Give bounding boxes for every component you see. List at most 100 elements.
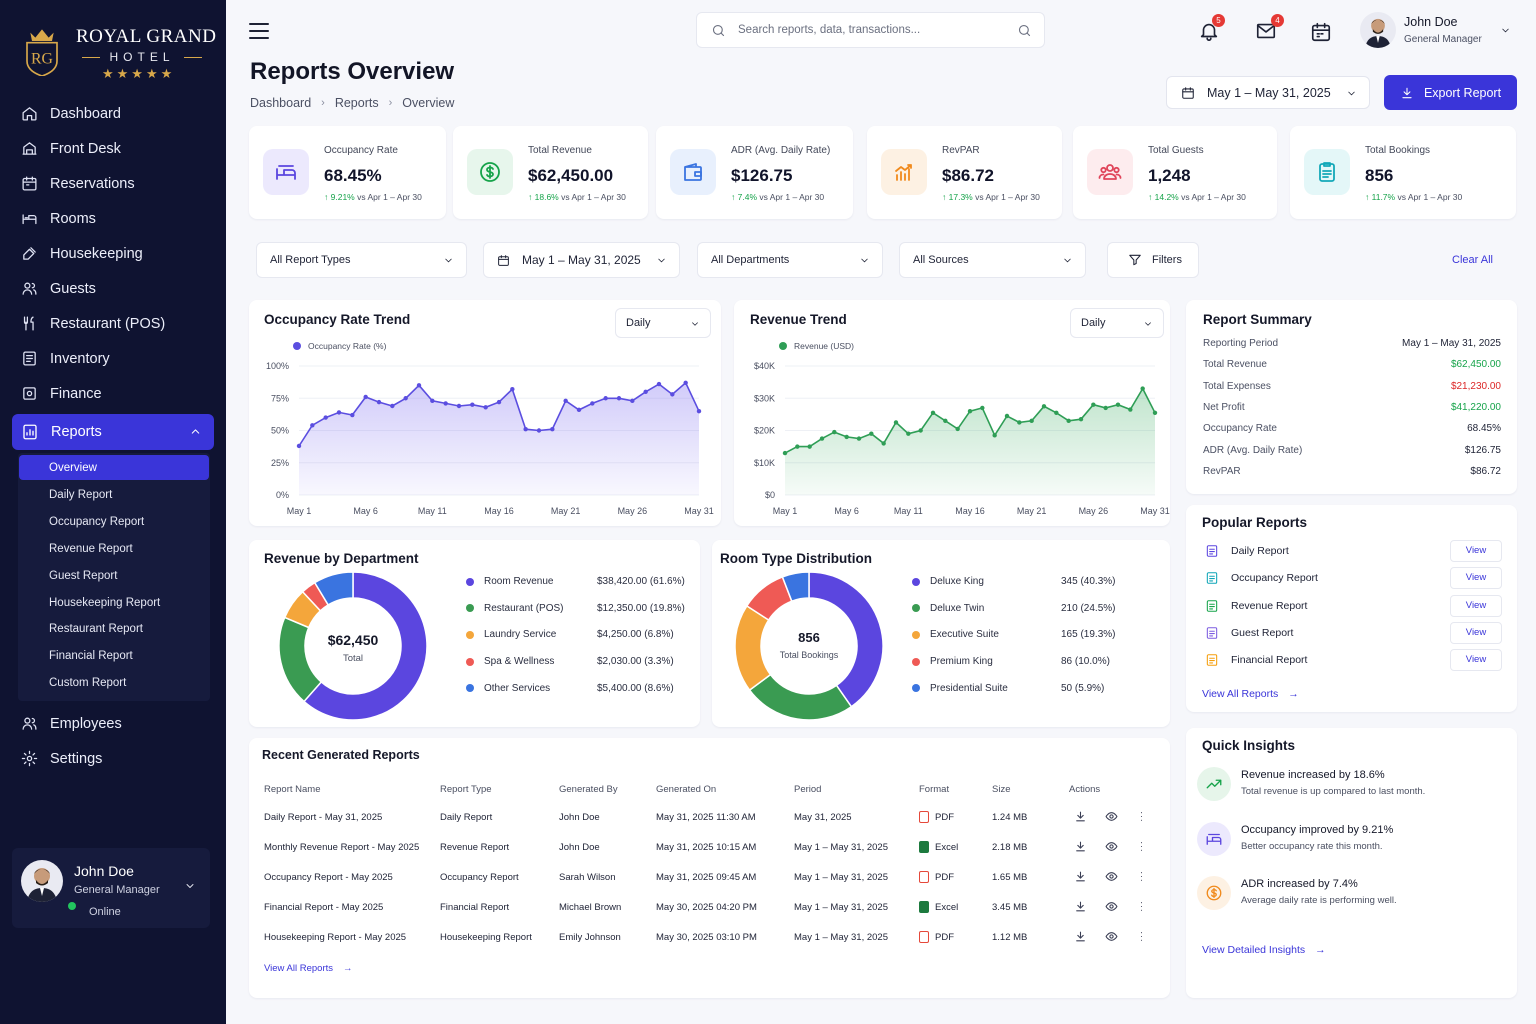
more-vertical-icon[interactable] xyxy=(1135,810,1148,823)
view-report-button[interactable]: View xyxy=(1450,621,1502,644)
view-all-generated-link[interactable]: View All Reports → xyxy=(264,963,353,974)
eye-icon[interactable] xyxy=(1105,900,1118,913)
data-point xyxy=(1128,407,1133,412)
room-type-donut-chart xyxy=(734,571,884,721)
sidebar-item-settings[interactable]: Settings xyxy=(0,741,226,776)
view-report-button[interactable]: View xyxy=(1450,540,1502,562)
department-select[interactable]: All Departments xyxy=(697,242,883,278)
view-report-button[interactable]: View xyxy=(1450,594,1502,617)
download-icon[interactable] xyxy=(1074,810,1087,823)
brand-logo[interactable]: RG ROYAL GRAND HOTEL ★★★★★ xyxy=(18,8,218,88)
chevron-down-icon[interactable] xyxy=(1500,25,1511,36)
occupancy-period-select[interactable]: Daily xyxy=(615,308,711,338)
y-tick-label: $20K xyxy=(754,426,775,436)
bell-icon[interactable] xyxy=(1198,20,1220,42)
eye-icon[interactable] xyxy=(1105,930,1118,943)
subnav-custom-report[interactable]: Custom Report xyxy=(49,676,127,689)
kpi-total-guests[interactable]: Total Guests 1,248 ↑ 14.2% vs Apr 1 – Ap… xyxy=(1073,126,1277,219)
popular-report-label: Financial Report xyxy=(1231,654,1308,667)
sidebar-item-restaurant[interactable]: Restaurant (POS) xyxy=(0,306,226,341)
breadcrumb-dashboard[interactable]: Dashboard xyxy=(250,96,312,110)
sidebar-item-inventory[interactable]: Inventory xyxy=(0,341,226,376)
legend-label: Restaurant (POS) xyxy=(484,602,564,614)
legend-item: Room Revenue xyxy=(466,576,553,587)
bar-chart-icon xyxy=(895,164,912,181)
filters-button[interactable]: Filters xyxy=(1107,242,1199,278)
eye-icon[interactable] xyxy=(1105,810,1118,823)
chevron-up-icon[interactable] xyxy=(189,425,202,438)
popular-report-item[interactable]: Occupancy Report View xyxy=(1205,567,1502,590)
subnav-financial-report[interactable]: Financial Report xyxy=(49,650,133,663)
report-type-select[interactable]: All Report Types xyxy=(256,242,467,278)
subnav-overview[interactable]: Overview xyxy=(19,455,209,480)
source-select[interactable]: All Sources xyxy=(899,242,1086,278)
table-cell-period: May 31, 2025 xyxy=(794,812,852,823)
view-report-button[interactable]: View xyxy=(1450,649,1502,672)
subnav-housekeeping-report[interactable]: Housekeeping Report xyxy=(49,596,161,609)
sidebar-item-guests[interactable]: Guests xyxy=(0,271,226,306)
menu-icon[interactable] xyxy=(249,22,269,40)
download-icon[interactable] xyxy=(1074,870,1087,883)
user-menu[interactable]: John Doe General Manager xyxy=(1360,12,1520,52)
download-icon[interactable] xyxy=(1074,930,1087,943)
kpi-revpar[interactable]: RevPAR $86.72 ↑ 17.3% vs Apr 1 – Apr 30 xyxy=(867,126,1062,219)
more-vertical-icon[interactable] xyxy=(1135,900,1148,913)
sidebar-item-rooms[interactable]: Rooms xyxy=(0,201,226,236)
popular-report-item[interactable]: Guest Report View xyxy=(1205,621,1502,644)
kpi-adr[interactable]: ADR (Avg. Daily Rate) $126.75 ↑ 7.4% vs … xyxy=(656,126,853,219)
chevron-down-icon[interactable] xyxy=(184,880,196,892)
date-range-picker[interactable]: May 1 – May 31, 2025 xyxy=(1166,76,1370,109)
view-report-button[interactable]: View xyxy=(1450,567,1502,590)
export-report-button[interactable]: Export Report xyxy=(1384,75,1517,110)
filter-date-range[interactable]: May 1 – May 31, 2025 xyxy=(483,242,680,278)
sidebar-profile[interactable]: John Doe General Manager Online xyxy=(12,848,210,928)
download-icon[interactable] xyxy=(1074,900,1087,913)
sidebar-item-dashboard[interactable]: Dashboard xyxy=(0,96,226,131)
data-point xyxy=(906,431,911,436)
sidebar-item-front-desk[interactable]: Front Desk xyxy=(0,131,226,166)
subnav-guest-report[interactable]: Guest Report xyxy=(49,569,118,582)
subnav-daily-report[interactable]: Daily Report xyxy=(49,489,113,502)
sidebar-item-housekeeping[interactable]: Housekeeping xyxy=(0,236,226,271)
download-icon[interactable] xyxy=(1074,840,1087,853)
search-input[interactable]: Search reports, data, transactions... xyxy=(696,12,1045,48)
popular-report-label: Occupancy Report xyxy=(1231,572,1318,585)
revenue-period-select[interactable]: Daily xyxy=(1070,308,1164,338)
clear-all-link[interactable]: Clear All xyxy=(1452,254,1493,266)
subnav-restaurant-report[interactable]: Restaurant Report xyxy=(49,623,143,636)
more-vertical-icon[interactable] xyxy=(1135,930,1148,943)
more-vertical-icon[interactable] xyxy=(1135,870,1148,883)
mail-icon[interactable] xyxy=(1255,20,1277,42)
popular-report-label: Guest Report xyxy=(1231,626,1294,639)
popular-report-item[interactable]: Daily Report View xyxy=(1205,540,1502,562)
breadcrumb-reports[interactable]: Reports xyxy=(334,96,379,110)
kpi-total-bookings[interactable]: Total Bookings 856 ↑ 11.7% vs Apr 1 – Ap… xyxy=(1290,126,1516,219)
subnav-revenue-report[interactable]: Revenue Report xyxy=(49,542,133,555)
calendar-icon[interactable] xyxy=(1310,21,1332,43)
sidebar-item-reports[interactable]: Reports xyxy=(12,414,214,450)
sidebar-item-employees[interactable]: Employees xyxy=(0,706,226,741)
view-all-reports-link[interactable]: View All Reports → xyxy=(1202,688,1299,700)
kpi-occupancy-rate[interactable]: Occupancy Rate 68.45% ↑ 9.21% vs Apr 1 –… xyxy=(249,126,446,219)
y-tick-label: $0 xyxy=(765,490,775,500)
legend-swatch xyxy=(912,684,920,693)
subnav-occupancy-report[interactable]: Occupancy Report xyxy=(49,516,145,529)
wallet-icon xyxy=(684,163,702,181)
data-point xyxy=(819,436,825,441)
search-submit-icon[interactable] xyxy=(1017,23,1032,38)
eye-icon[interactable] xyxy=(1105,870,1118,883)
eye-icon[interactable] xyxy=(1105,840,1118,853)
kpi-total-revenue[interactable]: Total Revenue $62,450.00 ↑ 18.6% vs Apr … xyxy=(453,126,648,219)
legend-label: Presidential Suite xyxy=(930,682,1008,694)
sidebar-item-reservations[interactable]: Reservations xyxy=(0,166,226,201)
sidebar-item-finance[interactable]: Finance xyxy=(0,376,226,411)
table-cell-name: Housekeeping Report - May 2025 xyxy=(264,932,407,943)
more-vertical-icon[interactable] xyxy=(1135,840,1148,853)
data-point xyxy=(1004,413,1010,419)
data-point xyxy=(943,418,948,424)
kpi-change-value: 17.3% xyxy=(948,192,973,202)
popular-report-item[interactable]: Revenue Report View xyxy=(1205,594,1502,617)
view-detailed-insights-link[interactable]: View Detailed Insights → xyxy=(1202,944,1326,956)
popular-report-item[interactable]: Financial Report View xyxy=(1205,649,1502,672)
legend-item: Laundry Service xyxy=(466,629,556,640)
